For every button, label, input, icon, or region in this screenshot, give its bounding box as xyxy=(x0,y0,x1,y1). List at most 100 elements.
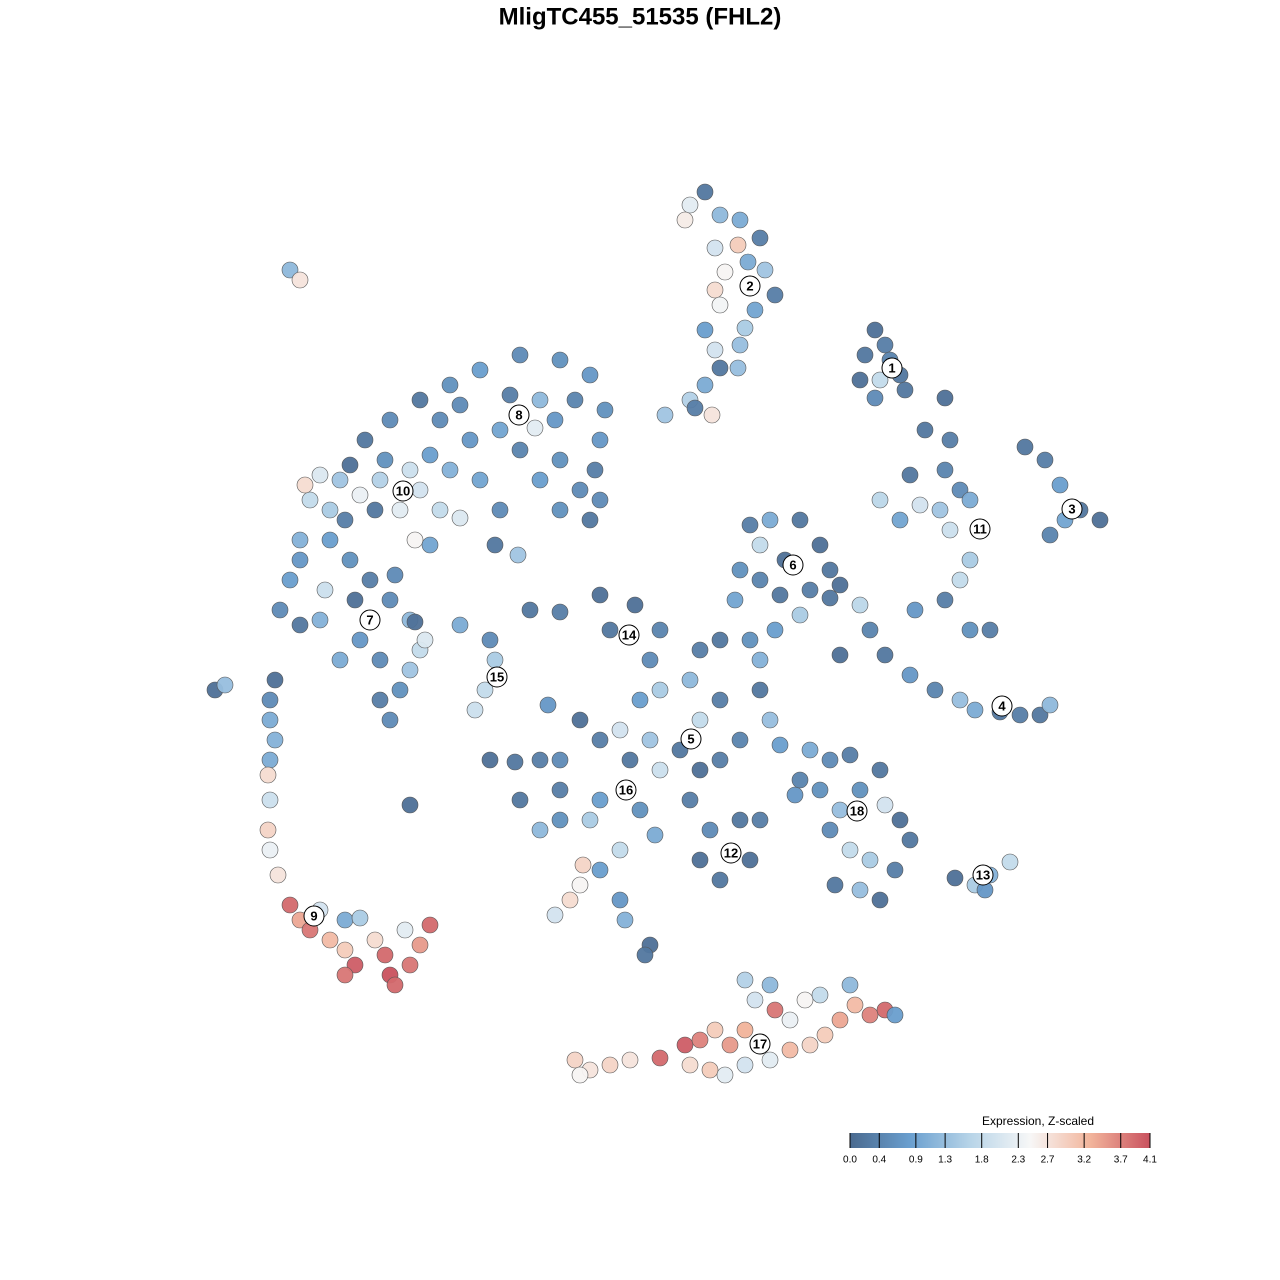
point xyxy=(641,731,659,749)
point xyxy=(681,791,699,809)
point xyxy=(781,1041,799,1059)
point xyxy=(711,631,729,649)
cluster-label: 5 xyxy=(687,731,694,746)
point xyxy=(731,561,749,579)
point xyxy=(571,711,589,729)
point xyxy=(741,631,759,649)
cluster-label-badge xyxy=(969,518,991,540)
point xyxy=(651,761,669,779)
point xyxy=(531,391,549,409)
cluster-label-badge xyxy=(615,779,637,801)
point xyxy=(506,753,524,771)
point xyxy=(841,746,859,764)
point xyxy=(481,631,499,649)
point xyxy=(696,376,714,394)
point xyxy=(371,471,389,489)
point xyxy=(591,586,609,604)
point xyxy=(616,911,634,929)
point xyxy=(591,491,609,509)
point xyxy=(741,851,759,869)
point xyxy=(936,389,954,407)
point xyxy=(216,676,234,694)
point xyxy=(481,751,499,769)
point xyxy=(591,861,609,879)
point xyxy=(356,431,374,449)
point xyxy=(406,531,424,549)
cluster-label-badge xyxy=(782,554,804,576)
point xyxy=(321,531,339,549)
point xyxy=(856,346,874,364)
point xyxy=(739,253,757,271)
cluster-label: 6 xyxy=(789,557,796,572)
point xyxy=(766,286,784,304)
colorbar: 0.0 0.4 0.9 1.3 1.8 2.3 2.7 3.2 3.7 4.1 xyxy=(843,1133,1157,1166)
point xyxy=(876,646,894,664)
point xyxy=(381,591,399,609)
point xyxy=(871,761,889,779)
point xyxy=(761,1051,779,1069)
point xyxy=(311,466,329,484)
point xyxy=(476,681,494,699)
point xyxy=(591,791,609,809)
point xyxy=(266,731,284,749)
point xyxy=(521,601,539,619)
point xyxy=(961,491,979,509)
point xyxy=(551,351,569,369)
point xyxy=(866,321,884,339)
point xyxy=(896,381,914,399)
cluster-label-badge xyxy=(359,609,381,631)
point xyxy=(531,471,549,489)
point xyxy=(781,1011,799,1029)
point xyxy=(406,613,424,631)
point xyxy=(586,461,604,479)
point xyxy=(296,476,314,494)
cluster-label-badge xyxy=(846,800,868,822)
colorbar-tick-label: 1.8 xyxy=(975,1155,989,1166)
point xyxy=(574,856,592,874)
point xyxy=(546,411,564,429)
point xyxy=(876,336,894,354)
point xyxy=(891,811,909,829)
point xyxy=(691,641,709,659)
point xyxy=(526,419,544,437)
point xyxy=(591,731,609,749)
point xyxy=(386,566,404,584)
point xyxy=(726,591,744,609)
point xyxy=(706,281,724,299)
point xyxy=(561,891,579,909)
point xyxy=(961,621,979,639)
point xyxy=(611,841,629,859)
point xyxy=(736,1056,754,1074)
cluster-label: 8 xyxy=(515,407,522,422)
point xyxy=(746,991,764,1009)
point xyxy=(391,681,409,699)
point xyxy=(691,711,709,729)
point xyxy=(341,551,359,569)
cluster-label: 10 xyxy=(396,483,410,498)
point xyxy=(786,786,804,804)
point xyxy=(901,831,919,849)
point xyxy=(259,821,277,839)
point xyxy=(466,701,484,719)
point xyxy=(801,581,819,599)
cluster-label-badge xyxy=(618,624,640,646)
point xyxy=(906,601,924,619)
point xyxy=(721,1036,739,1054)
point xyxy=(381,411,399,429)
point xyxy=(336,911,354,929)
point xyxy=(731,811,749,829)
point xyxy=(821,589,839,607)
point xyxy=(1011,706,1029,724)
point xyxy=(591,431,609,449)
point xyxy=(696,183,714,201)
point xyxy=(301,491,319,509)
point xyxy=(261,751,279,769)
point xyxy=(441,461,459,479)
point xyxy=(621,1051,639,1069)
cluster-label: 15 xyxy=(490,669,504,684)
point xyxy=(831,576,849,594)
point xyxy=(1016,438,1034,456)
point xyxy=(471,361,489,379)
point xyxy=(551,501,569,519)
